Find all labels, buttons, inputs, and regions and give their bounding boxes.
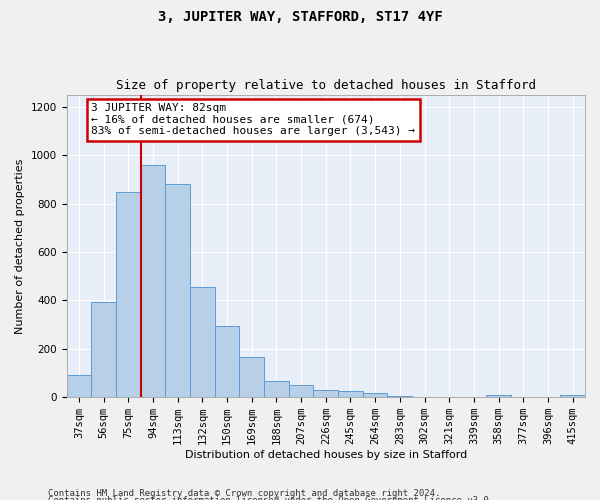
Bar bbox=[239, 358, 264, 397]
X-axis label: Distribution of detached houses by size in Stafford: Distribution of detached houses by size … bbox=[185, 450, 467, 460]
Text: Contains HM Land Registry data © Crown copyright and database right 2024.: Contains HM Land Registry data © Crown c… bbox=[48, 488, 440, 498]
Y-axis label: Number of detached properties: Number of detached properties bbox=[15, 158, 25, 334]
Text: 3, JUPITER WAY, STAFFORD, ST17 4YF: 3, JUPITER WAY, STAFFORD, ST17 4YF bbox=[158, 10, 442, 24]
Bar bbox=[190, 287, 215, 397]
Bar bbox=[363, 393, 388, 397]
Bar bbox=[313, 390, 338, 397]
Bar bbox=[116, 192, 140, 397]
Bar bbox=[215, 326, 239, 397]
Bar bbox=[388, 396, 412, 397]
Bar bbox=[91, 302, 116, 397]
Text: Contains public sector information licensed under the Open Government Licence v3: Contains public sector information licen… bbox=[48, 496, 494, 500]
Bar bbox=[67, 376, 91, 397]
Bar bbox=[165, 184, 190, 397]
Title: Size of property relative to detached houses in Stafford: Size of property relative to detached ho… bbox=[116, 79, 536, 92]
Bar bbox=[264, 382, 289, 397]
Bar bbox=[486, 395, 511, 397]
Bar bbox=[140, 165, 165, 397]
Bar bbox=[338, 391, 363, 397]
Bar bbox=[289, 385, 313, 397]
Text: 3 JUPITER WAY: 82sqm
← 16% of detached houses are smaller (674)
83% of semi-deta: 3 JUPITER WAY: 82sqm ← 16% of detached h… bbox=[91, 103, 415, 136]
Bar bbox=[560, 395, 585, 397]
